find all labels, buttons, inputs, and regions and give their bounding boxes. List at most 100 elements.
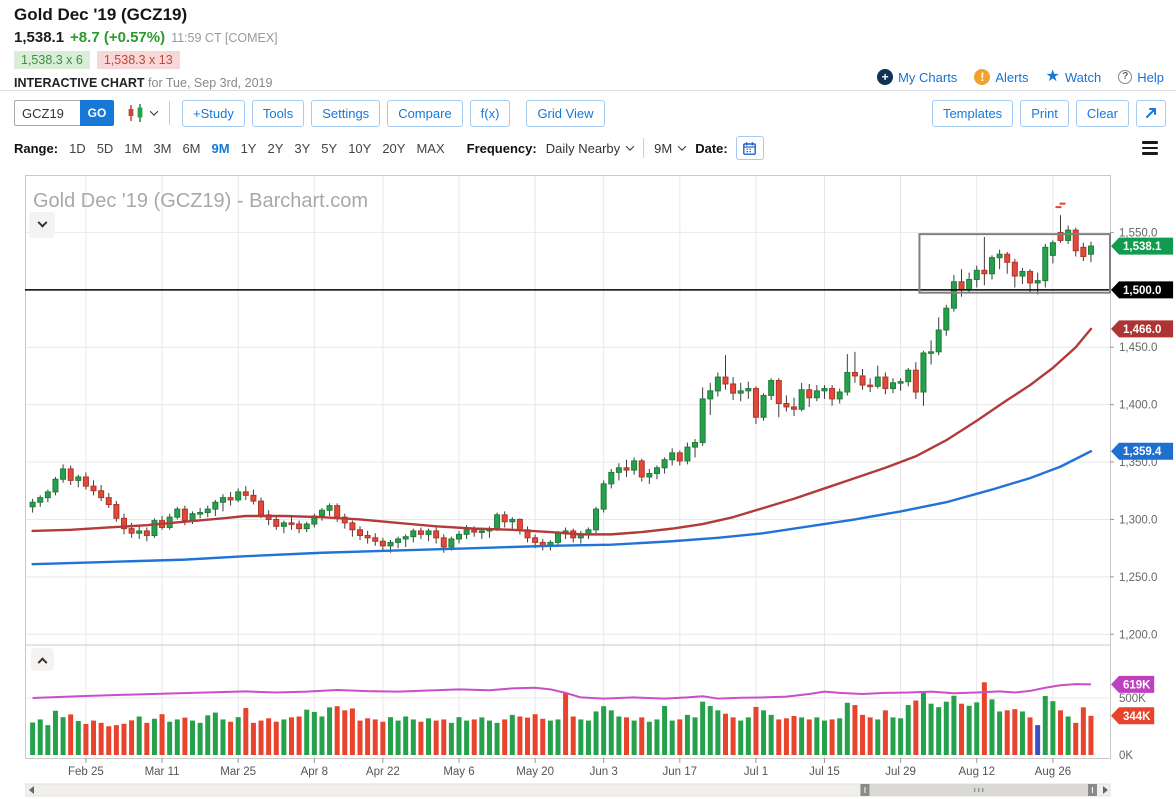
page-title: Gold Dec '19 (GCZ19) [14,5,188,24]
symbol-input[interactable] [14,100,80,126]
menu-button[interactable] [1140,139,1160,157]
volume-bar [905,705,911,755]
volume-bar [578,719,584,755]
price-chart[interactable]: Gold Dec '19 (GCZ19) - Barchart.com 1,550… [25,175,1176,799]
range-option-5y[interactable]: 5Y [321,140,338,156]
candle [783,402,790,408]
candle [52,478,59,493]
volume-bar [669,720,675,755]
volume-bar [943,701,949,755]
y-axis-label: 1,200.0 [1119,629,1157,641]
volume-bar [349,708,355,755]
volume-bar [806,719,812,755]
volume-bar [722,713,728,755]
candle [501,514,508,523]
volume-bar [68,714,74,755]
help-link[interactable]: ? Help [1118,70,1164,85]
candle [242,491,249,496]
toolbar-button-settings[interactable]: Settings [311,99,381,127]
range-option-1y[interactable]: 1Y [240,140,257,156]
range-option-5d[interactable]: 5D [96,140,114,156]
toolbar-button-compare[interactable]: Compare [387,99,463,127]
toolbar-button-print[interactable]: Print [1020,99,1069,127]
candle [60,468,67,480]
frequency-dropdown[interactable]: Daily Nearby [546,141,635,156]
candle [364,535,371,539]
range-option-1m[interactable]: 1M [124,140,143,156]
range-option-9m[interactable]: 9M [211,140,230,156]
candle [410,530,417,538]
range-option-6m[interactable]: 6M [182,140,201,156]
range-option-3m[interactable]: 3M [153,140,172,156]
volume-bar [783,718,789,755]
alerts-link[interactable]: ! Alerts [974,69,1029,85]
rectangle-annotation[interactable] [918,233,1111,294]
toolbar-button-f-x[interactable]: f(x) [469,99,511,127]
range-option-3y[interactable]: 3Y [294,140,311,156]
volume-bar [1012,709,1018,755]
scrollbar-arrow-right[interactable] [1102,786,1108,794]
candle [593,508,600,531]
range-option-2y[interactable]: 2Y [267,140,284,156]
candle [235,491,242,501]
range-option-max[interactable]: MAX [416,140,445,156]
volume-bar [334,706,340,755]
volume-bar [190,720,196,755]
volume-bar [639,717,645,755]
chevron-down-icon [149,107,159,116]
volume-bar [464,720,470,755]
scrollbar-track[interactable] [25,783,1111,797]
toolbar-button-clear[interactable]: Clear [1075,99,1129,127]
candle [851,371,858,377]
blue-ma-badge-label: 1,359.4 [1123,446,1162,458]
divider [643,138,645,158]
candle [219,497,226,503]
range-option-20y[interactable]: 20Y [382,140,406,156]
candle [676,452,683,462]
frequency-label: Frequency: [466,140,537,156]
price-pane-collapse-button[interactable] [29,212,55,238]
range-option-10y[interactable]: 10Y [348,140,372,156]
candle [318,509,325,517]
volume-bar [684,714,690,755]
volume-pane-collapse-button[interactable] [31,648,54,671]
volume-bar [730,717,736,755]
volume-bar [456,717,462,755]
chevron-up-icon [37,657,48,668]
candle [326,505,333,511]
volume-bar [281,719,287,755]
chart-type-dropdown[interactable] [126,103,159,123]
date-picker-button[interactable] [735,136,764,160]
candle [75,476,82,481]
volume-bar [250,722,256,755]
hline-badge[interactable] [1111,281,1174,299]
volume-bar [555,719,561,755]
candle [440,537,447,548]
candle [471,529,478,533]
my-charts-link[interactable]: + My Charts [877,69,957,85]
volume-bar [365,718,371,755]
candle [1080,246,1087,258]
toolbar-button-templates[interactable]: Templates [931,99,1014,127]
scrollbar-arrow-left[interactable] [29,786,34,794]
red-ma-line [31,327,1093,536]
volume-bar [867,717,873,755]
toolbar-button-tools[interactable]: Tools [251,99,305,127]
volume-bar [997,711,1003,755]
watch-link[interactable]: ★ Watch [1046,69,1102,85]
volume-bar [220,719,226,755]
go-button[interactable]: GO [80,100,114,126]
toolbar-button-study[interactable]: +Study [182,99,245,127]
volume-bar [1088,715,1094,755]
range-option-1d[interactable]: 1D [69,140,86,156]
expand-arrow-icon [1146,108,1156,118]
period-dropdown[interactable]: 9M [654,141,687,156]
fullscreen-button[interactable] [1136,99,1166,127]
toolbar-button-grid-view[interactable]: Grid View [526,99,605,127]
candle [760,394,767,418]
volume-bar [167,721,173,755]
candle [1049,242,1056,256]
candle [273,518,280,527]
volume-bar [860,714,866,755]
volume-bar [1027,717,1033,755]
